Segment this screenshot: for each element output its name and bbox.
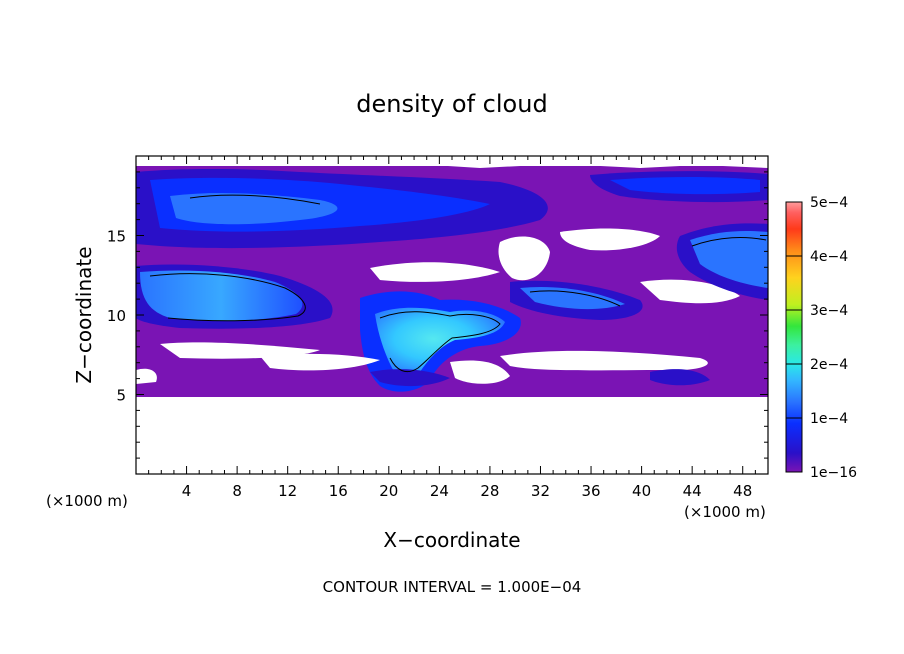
x-tick-label: 40: [632, 482, 651, 500]
colorbar-tick-label: 3e−4: [810, 303, 848, 319]
colorbar-tick-label: 1e−4: [810, 411, 848, 427]
x-unit-left: (×1000 m): [46, 492, 128, 510]
colorbar: 1e−16 1e−4 2e−4 3e−4 4e−4 5e−4: [785, 195, 857, 481]
x-axis: 4 8 12 16 20 24 28 32 36 40 44 48: [148, 156, 756, 500]
x-tick-label: 16: [329, 482, 348, 500]
contour-upper: [189, 194, 321, 205]
low-gap-3: [500, 350, 708, 371]
density-field: [136, 156, 768, 474]
x-tick-label: 4: [182, 482, 192, 500]
mid-gap-1: [560, 228, 660, 251]
mid-layer-east-inner: [520, 286, 625, 310]
colorbar-tick-label: 2e−4: [810, 357, 848, 373]
contour-west: [149, 273, 306, 322]
contour-core: [379, 311, 501, 373]
upper-right-cloud-inner: [690, 230, 768, 288]
low-gap-5: [136, 368, 157, 384]
x-tick-label: 20: [379, 482, 398, 500]
chart-title: density of cloud: [356, 90, 547, 118]
x-tick-label: 24: [430, 482, 449, 500]
upper-layer-core: [170, 193, 338, 225]
x-tick-label: 48: [733, 482, 752, 500]
mid-gap-4: [640, 279, 740, 304]
contour-interval-note: CONTOUR INTERVAL = 1.000E−04: [323, 578, 582, 596]
y-axis: 5 10 15: [107, 171, 768, 459]
below-cloud-base: [136, 397, 768, 474]
lower-patch-1: [650, 369, 710, 386]
mid-layer-west-inner: [140, 270, 303, 321]
contour-east: [529, 290, 621, 307]
y-tick-label: 10: [107, 307, 126, 325]
lower-patch-2: [370, 369, 450, 387]
low-gap-4: [450, 360, 510, 384]
mid-gap-2: [498, 236, 550, 281]
colorbar-ramp: [785, 201, 803, 473]
mid-gap-3: [370, 262, 500, 282]
x-tick-label: 32: [531, 482, 550, 500]
contour-upper-right: [691, 237, 767, 247]
x-axis-label: X−coordinate: [383, 528, 520, 552]
colorbar-tick-label: 5e−4: [810, 195, 848, 211]
colorbar-tick-label: 1e−16: [810, 465, 857, 481]
colorbar-tick-label: 4e−4: [810, 249, 848, 265]
x-tick-label: 36: [581, 482, 600, 500]
low-gap-2: [260, 353, 380, 371]
low-gap-1: [160, 342, 320, 359]
x-unit-right: (×1000 m): [684, 503, 766, 521]
y-axis-label: Z−coordinate: [72, 246, 96, 383]
y-tick-label: 5: [116, 387, 126, 405]
x-tick-label: 28: [480, 482, 499, 500]
y-tick-label: 15: [107, 228, 126, 246]
x-tick-label: 44: [683, 482, 702, 500]
x-tick-label: 8: [232, 482, 242, 500]
central-core: [375, 307, 505, 377]
x-tick-label: 12: [278, 482, 297, 500]
upper-layer-east-inner: [610, 177, 760, 195]
top-gap: [136, 156, 768, 168]
